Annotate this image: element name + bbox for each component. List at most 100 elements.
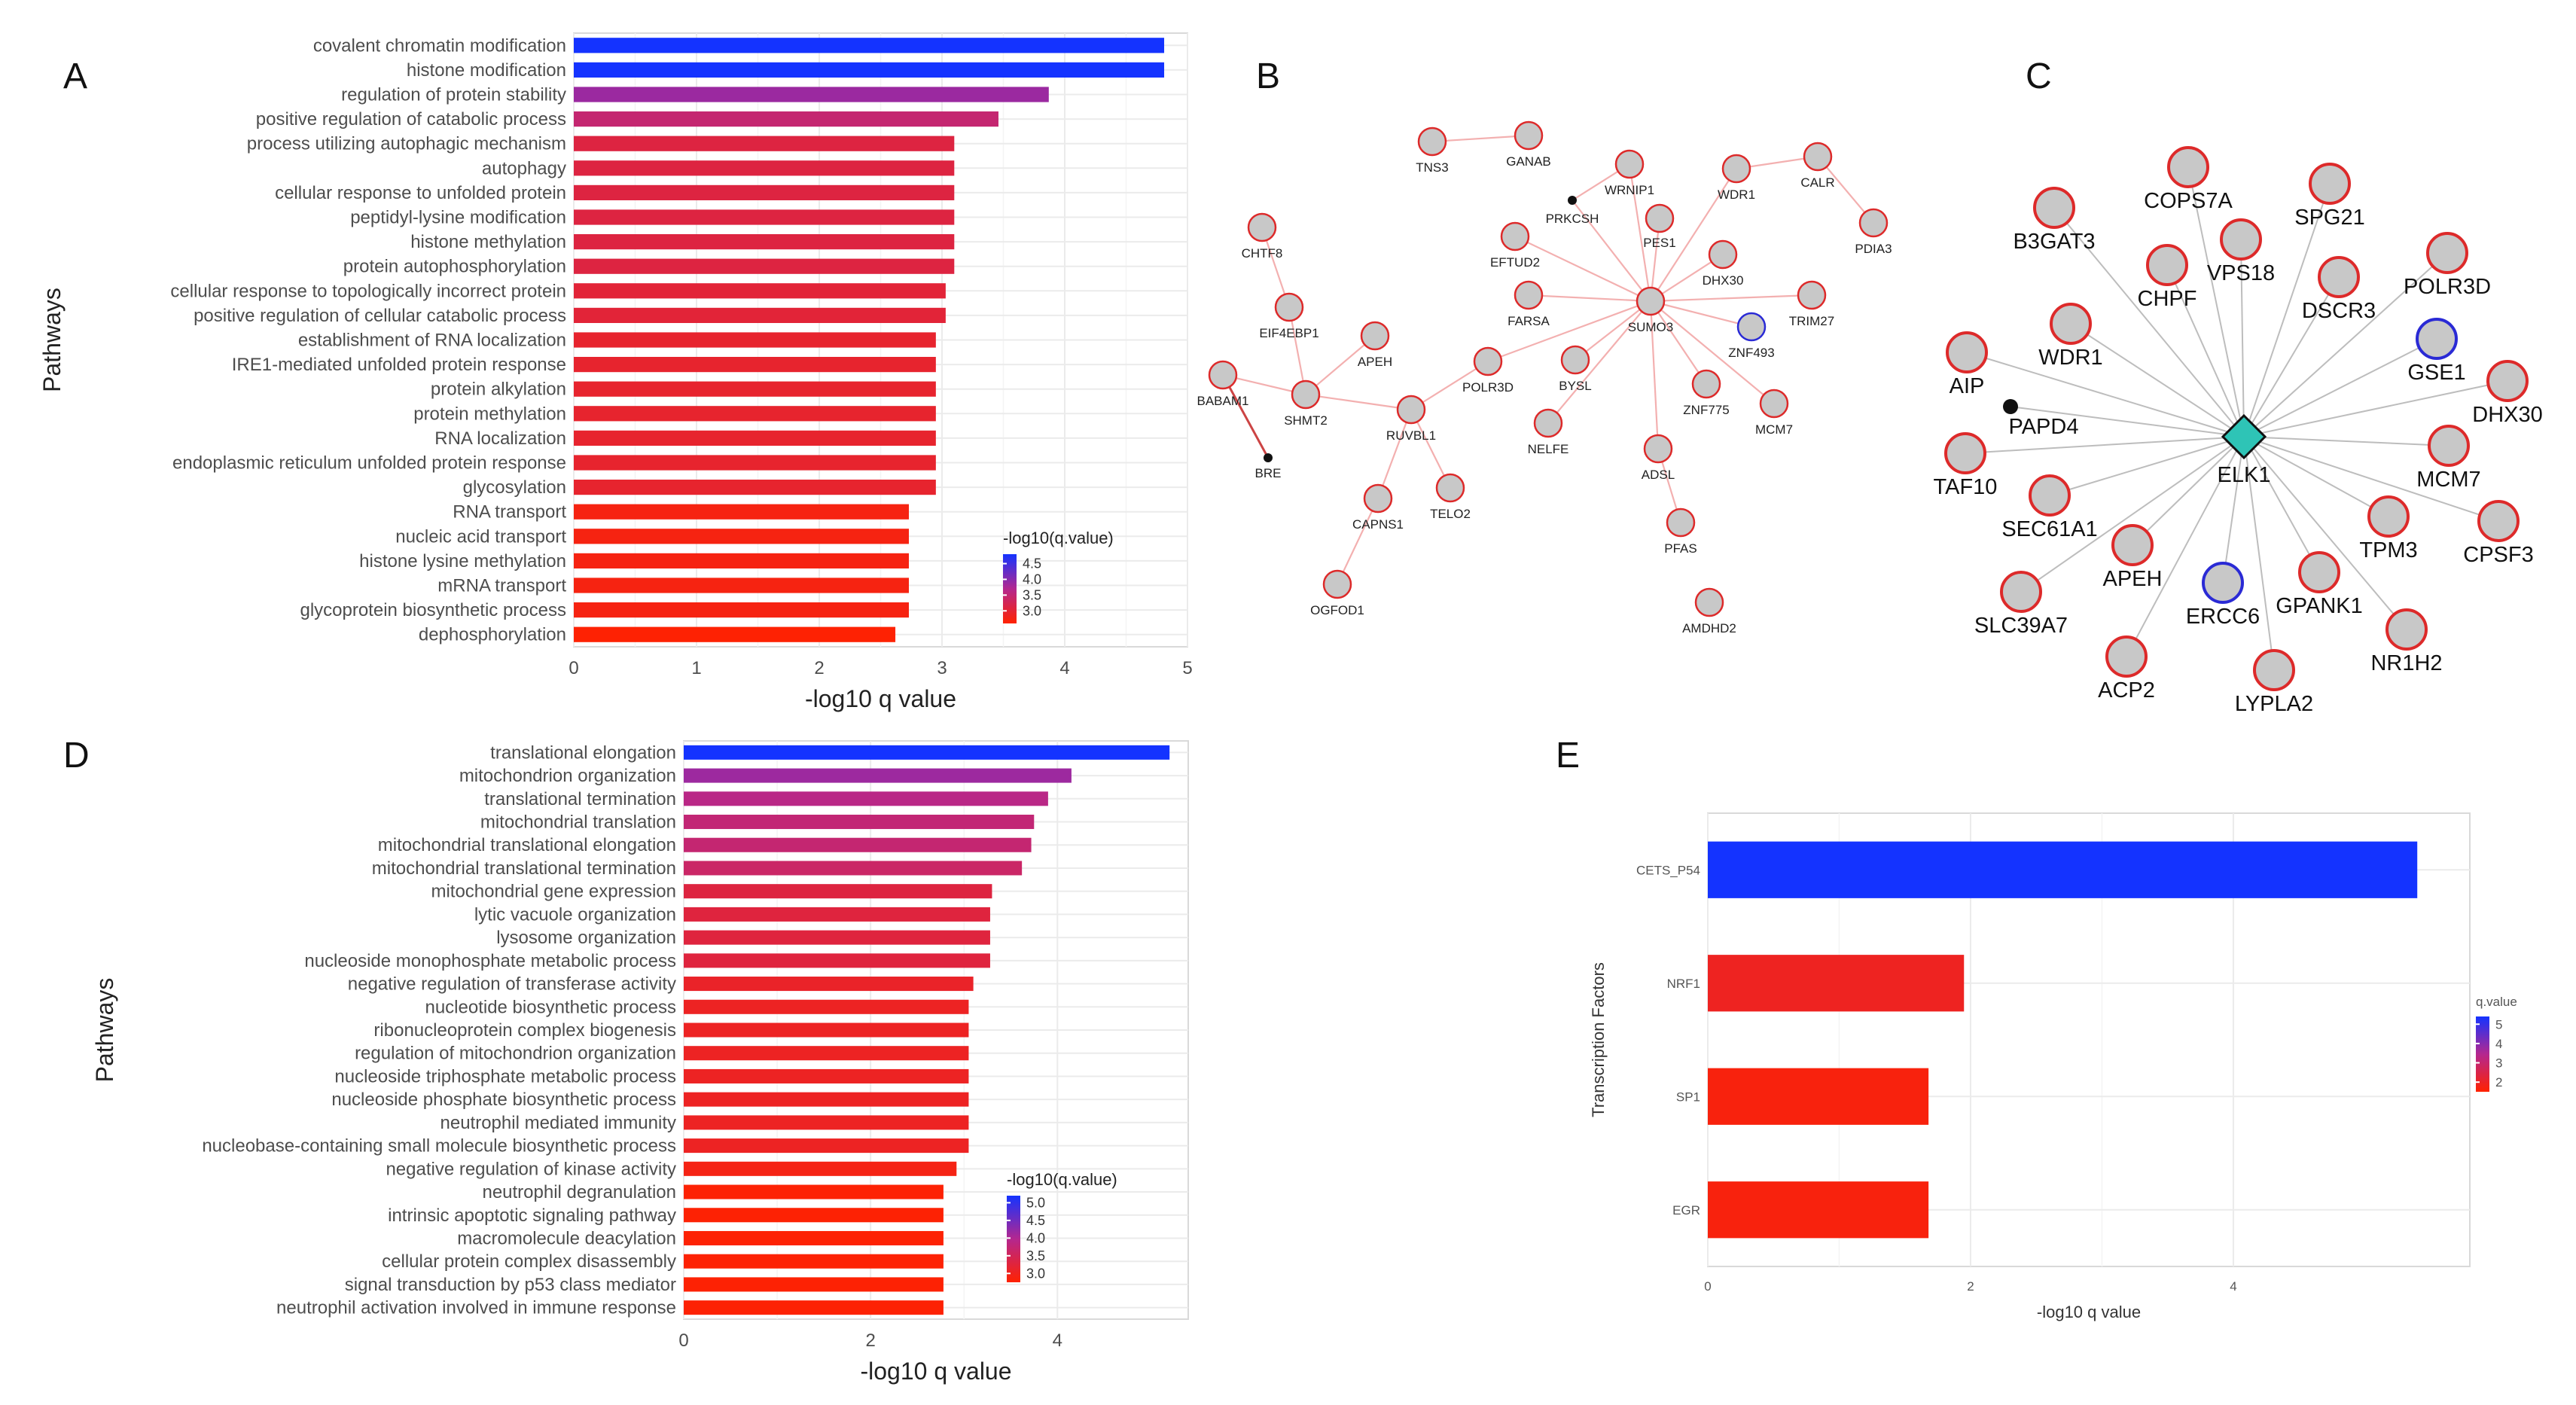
category-label: histone methylation: [410, 232, 566, 252]
network-edge: [2053, 207, 2245, 437]
bar: [574, 184, 955, 201]
network-edge: [2243, 436, 2499, 522]
network-edge: [1547, 300, 1651, 424]
category-label: protein autophosphorylation: [343, 257, 566, 277]
y-axis-label: Pathways: [91, 978, 118, 1083]
legend-tick-label: 2: [2495, 1075, 2502, 1090]
category-label: negative regulation of kinase activity: [386, 1159, 676, 1179]
network-node-label: NELFE: [1528, 442, 1569, 456]
category-label: RNA transport: [453, 502, 566, 523]
network-node: [1708, 239, 1738, 270]
x-tick-label: 1: [691, 658, 701, 678]
bar: [684, 1184, 944, 1199]
network-edge: [2243, 436, 2389, 517]
category-label: neutrophil activation involved in immune…: [276, 1298, 676, 1318]
legend-tick-label: 3.0: [1026, 1266, 1045, 1281]
x-tick-label: 3: [937, 658, 947, 678]
category-label: neutrophil degranulation: [482, 1182, 676, 1202]
network-node: [2318, 256, 2360, 298]
legend-tick-label: 5.0: [1026, 1195, 1045, 1210]
network-edge: [1650, 300, 1775, 404]
network-node-label: PAPD4: [2009, 415, 2079, 439]
category-label: neutrophil mediated immunity: [441, 1113, 677, 1133]
network-edge: [1650, 168, 1737, 302]
network-edge: [1288, 306, 1307, 395]
network-node-label: EIF4EBP1: [1259, 326, 1318, 340]
bar: [574, 38, 1165, 53]
network-node-label: POLR3D: [1462, 380, 1514, 395]
network-node: [1208, 360, 1238, 390]
network-node-label: SHMT2: [1284, 413, 1328, 428]
network-edge: [2243, 436, 2407, 630]
network-node: [2385, 608, 2428, 651]
network-node-dot: [1264, 453, 1273, 462]
x-tick-label: 4: [1053, 1330, 1062, 1351]
network-node-label: PRKCSH: [1546, 212, 1599, 226]
legend-tick-label: 4: [2495, 1037, 2502, 1051]
network-node-label: TRIM27: [1789, 314, 1834, 328]
network-node: [1322, 569, 1352, 599]
network-node-label: CHPF: [2138, 287, 2197, 311]
network-edge: [2240, 239, 2245, 437]
bar: [684, 1254, 944, 1269]
network-node-label: TAF10: [1934, 475, 1998, 499]
category-label: positive regulation of catabolic process: [256, 109, 566, 130]
bar: [574, 602, 909, 618]
bar: [574, 111, 998, 127]
network-c: COPS7A SPG21 B3GAT3 VPS18 CHPF DSCR3 POLR3D WDR…: [1934, 146, 2543, 716]
network-node: [1694, 587, 1724, 617]
chart-d: 0 2 4 translational elongation mitochondrion…: [91, 740, 1189, 1385]
category-label: mitochondrion organization: [459, 766, 676, 786]
category-label: process utilizing autophagic mechanism: [247, 134, 566, 154]
bar: [684, 1046, 969, 1061]
category-label: cellular protein complex disassembly: [382, 1251, 676, 1272]
category-label: macromolecule deacylation: [457, 1228, 676, 1248]
category-label: glycosylation: [463, 477, 566, 498]
bar: [574, 381, 936, 397]
category-label: positive regulation of cellular cataboli…: [194, 306, 566, 326]
network-edge: [1966, 352, 2245, 437]
network-node: [1360, 321, 1390, 351]
network-node: [2416, 318, 2458, 360]
bar: [684, 1208, 944, 1223]
x-axis-label: -log10 q value: [2037, 1303, 2141, 1321]
network-node: [1291, 379, 1321, 410]
category-label: nucleobase-containing small molecule bio…: [202, 1136, 676, 1157]
network-node-label: APEH: [1358, 355, 1392, 369]
category-label: nucleoside phosphate biosynthetic proces…: [331, 1090, 676, 1110]
network-node: [2105, 635, 2148, 678]
bar: [574, 626, 896, 642]
network-edge: [1514, 236, 1651, 302]
network-edge: [1965, 436, 2245, 454]
network-node: [2367, 495, 2410, 538]
network-edge: [1575, 300, 1651, 361]
category-label: mitochondrial translational elongation: [378, 835, 676, 855]
bar: [574, 455, 936, 471]
bar: [1708, 955, 1965, 1012]
network-edge: [2070, 323, 2245, 437]
network-node: [1691, 369, 1721, 399]
network-node: [1721, 154, 1751, 184]
legend-tick-label: 3.5: [1026, 1248, 1045, 1263]
y-axis-label: Transcription Factors: [1589, 962, 1608, 1117]
network-node: [2029, 474, 2071, 517]
network-node: [1736, 312, 1767, 342]
category-label: ribonucleoprotein complex biogenesis: [373, 1020, 676, 1041]
category-label: regulation of protein stability: [341, 85, 566, 105]
network-node-label: MCM7: [1755, 422, 1793, 437]
network-node-label: PFAS: [1664, 541, 1697, 556]
network-node-label: TPM3: [2359, 538, 2417, 562]
x-tick-label: 4: [1059, 658, 1069, 678]
network-node: [2309, 163, 2351, 205]
network-node: [2111, 524, 2154, 566]
network-node: [1944, 432, 1986, 474]
network-node: [1247, 212, 1277, 242]
network-edge: [1528, 294, 1651, 303]
x-axis-label: -log10 q value: [860, 1358, 1011, 1385]
panel-letter-e: E: [1556, 736, 1581, 776]
bar: [574, 504, 909, 520]
network-node: [2033, 187, 2075, 229]
bar: [684, 884, 992, 899]
bar: [684, 1161, 957, 1176]
category-label: CETS_P54: [1636, 863, 1700, 877]
